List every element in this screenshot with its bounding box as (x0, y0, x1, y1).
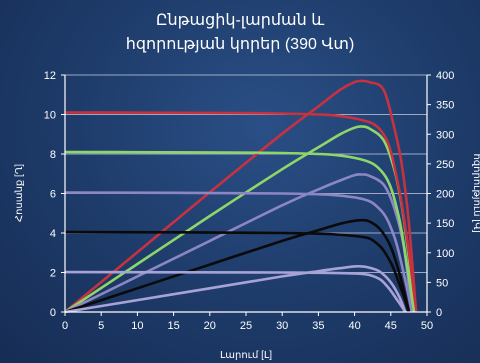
y-right-tick-label: 150 (436, 218, 454, 230)
iv-curve-3 (64, 191, 414, 313)
chart-title-line-1: Ընթացիկ-լարման և (156, 12, 324, 29)
y-left-tick-label: 12 (44, 70, 56, 82)
power-curve-5 (64, 264, 407, 314)
iv-curve-1 (64, 111, 418, 313)
y-left-tick-label: 8 (50, 149, 56, 161)
x-tick-label: 35 (312, 320, 324, 332)
iv-curve-4 (64, 230, 411, 313)
y-right-tick-label: 0 (436, 307, 442, 319)
y-left-tick-label: 6 (50, 189, 56, 201)
y-left-tick-label: 0 (50, 307, 56, 319)
y-right-tick-label: 200 (436, 189, 454, 201)
y-left-tick-label: 10 (44, 110, 56, 122)
x-axis-label: Լարում [Լ] (220, 350, 272, 361)
power-curve-3 (64, 173, 414, 314)
y-left-tick-label: 2 (50, 268, 56, 280)
x-tick-label: 50 (421, 320, 433, 332)
y-right-tick-label: 400 (436, 70, 454, 82)
y-right-tick-label: 250 (436, 159, 454, 171)
y-axis-left-label: Հոսանք [Ղ] (14, 164, 25, 222)
x-tick-label: 15 (167, 320, 179, 332)
tick-labels: 0 5 10 15 20 25 30 35 40 45 5002468101205010015020… (44, 70, 455, 332)
x-tick-label: 10 (131, 320, 143, 332)
y-axis-right-label: հզորություն [Վ] (471, 153, 480, 232)
iv-curve-2 (64, 150, 416, 313)
x-tick-label: 25 (240, 320, 252, 332)
y-left-tick-label: 4 (50, 228, 56, 240)
chart-title-line-2: հզորության կորեր (390 Վտ) (126, 36, 355, 53)
x-tick-label: 30 (276, 320, 288, 332)
iv-curve-5 (64, 270, 407, 313)
x-tick-label: 40 (348, 320, 360, 332)
x-tick-label: 45 (385, 320, 397, 332)
data-series (64, 79, 418, 314)
power-curve-4 (64, 218, 411, 314)
y-right-tick-label: 100 (436, 248, 454, 260)
x-tick-label: 0 (62, 320, 68, 332)
y-right-tick-label: 300 (436, 129, 454, 141)
y-right-tick-label: 50 (436, 277, 448, 289)
x-tick-label: 20 (204, 320, 216, 332)
y-right-tick-label: 350 (436, 100, 454, 112)
grid-lines (65, 74, 427, 273)
x-tick-label: 5 (98, 320, 104, 332)
